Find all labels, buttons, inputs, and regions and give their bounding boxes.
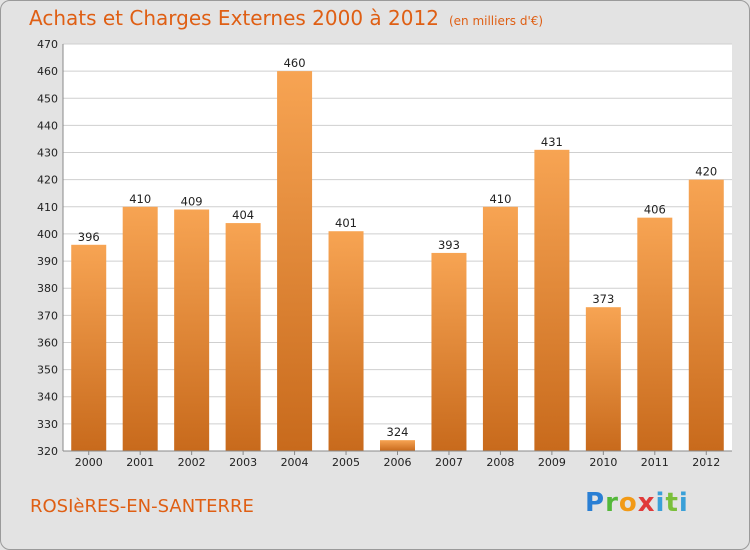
bar-2011 <box>637 217 673 451</box>
x-tick-label-2006: 2006 <box>384 456 412 469</box>
x-tick-label-2009: 2009 <box>538 456 566 469</box>
x-axis-labels: 2000 2001 2002 2003 2004 2005 2006 2007 2008 2009… <box>75 451 720 469</box>
x-tick-label-2003: 2003 <box>229 456 257 469</box>
bar-2008 <box>482 206 518 451</box>
bar-2009 <box>534 149 570 451</box>
y-tick-label: 380 <box>37 282 58 295</box>
y-tick-label: 390 <box>37 255 58 268</box>
y-tick-label: 340 <box>37 391 58 404</box>
y-tick-label: 450 <box>37 92 58 105</box>
value-label-2000: 396 <box>78 230 100 244</box>
x-tick-label-2010: 2010 <box>589 456 617 469</box>
bar-2003 <box>225 223 261 451</box>
bar-2001 <box>122 206 158 451</box>
y-tick-label: 410 <box>37 201 58 214</box>
bar-2000 <box>71 244 107 451</box>
y-tick-label: 350 <box>37 364 58 377</box>
plot-area <box>63 44 732 451</box>
bar-2005 <box>328 231 364 451</box>
bar-2002 <box>174 209 210 451</box>
y-tick-label: 400 <box>37 228 58 241</box>
y-tick-label: 360 <box>37 336 58 349</box>
chart-title: Achats et Charges Externes 2000 à 2012 (e… <box>29 6 543 30</box>
value-label-2012: 420 <box>695 165 717 179</box>
bar-2007 <box>431 252 467 451</box>
title-text: Achats et Charges Externes 2000 à 2012 <box>29 6 439 30</box>
x-tick-label-2012: 2012 <box>692 456 720 469</box>
value-label-2008: 410 <box>489 192 511 206</box>
value-label-2009: 431 <box>541 135 563 149</box>
y-tick-label: 370 <box>37 309 58 322</box>
x-tick-label-2008: 2008 <box>486 456 514 469</box>
chart-subtitle: (en milliers d'€) <box>448 14 544 28</box>
y-tick-label: 420 <box>37 174 58 187</box>
value-label-2006: 324 <box>387 425 409 439</box>
x-tick-label-2007: 2007 <box>435 456 463 469</box>
x-tick-label-2005: 2005 <box>332 456 360 469</box>
y-axis-labels: 320 330 340 350 360 370 380 390 400 410 420 430 440 4… <box>37 38 58 458</box>
x-tick-label-2001: 2001 <box>126 456 154 469</box>
value-label-2011: 406 <box>644 203 666 217</box>
y-tick-label: 470 <box>37 38 58 51</box>
value-labels: 396 410 409 404 460 401 324 393 410 431 373 406 420 <box>78 56 717 439</box>
commune-name: ROSIèRES-EN-SANTERRE <box>30 496 254 517</box>
value-label-2007: 393 <box>438 238 460 252</box>
value-label-2001: 410 <box>129 192 151 206</box>
bar-2010 <box>585 307 621 451</box>
bar-2004 <box>277 71 313 451</box>
y-tick-label: 330 <box>37 418 58 431</box>
bar-2006 <box>380 440 415 451</box>
value-label-2005: 401 <box>335 216 357 230</box>
bar-2012 <box>688 179 724 451</box>
value-label-2002: 409 <box>181 195 203 209</box>
x-tick-label-2004: 2004 <box>281 456 309 469</box>
y-tick-label: 430 <box>37 147 58 160</box>
value-label-2003: 404 <box>232 208 254 222</box>
value-label-2010: 373 <box>592 292 614 306</box>
y-tick-label: 460 <box>37 65 58 78</box>
bars <box>71 71 724 451</box>
y-tick-label: 440 <box>37 119 58 132</box>
proxiti-logo: Proxiti <box>585 488 689 518</box>
x-tick-label-2000: 2000 <box>75 456 103 469</box>
y-tick-label: 320 <box>37 445 58 458</box>
x-tick-label-2002: 2002 <box>178 456 206 469</box>
value-label-2004: 460 <box>284 56 306 70</box>
x-tick-label-2011: 2011 <box>641 456 669 469</box>
